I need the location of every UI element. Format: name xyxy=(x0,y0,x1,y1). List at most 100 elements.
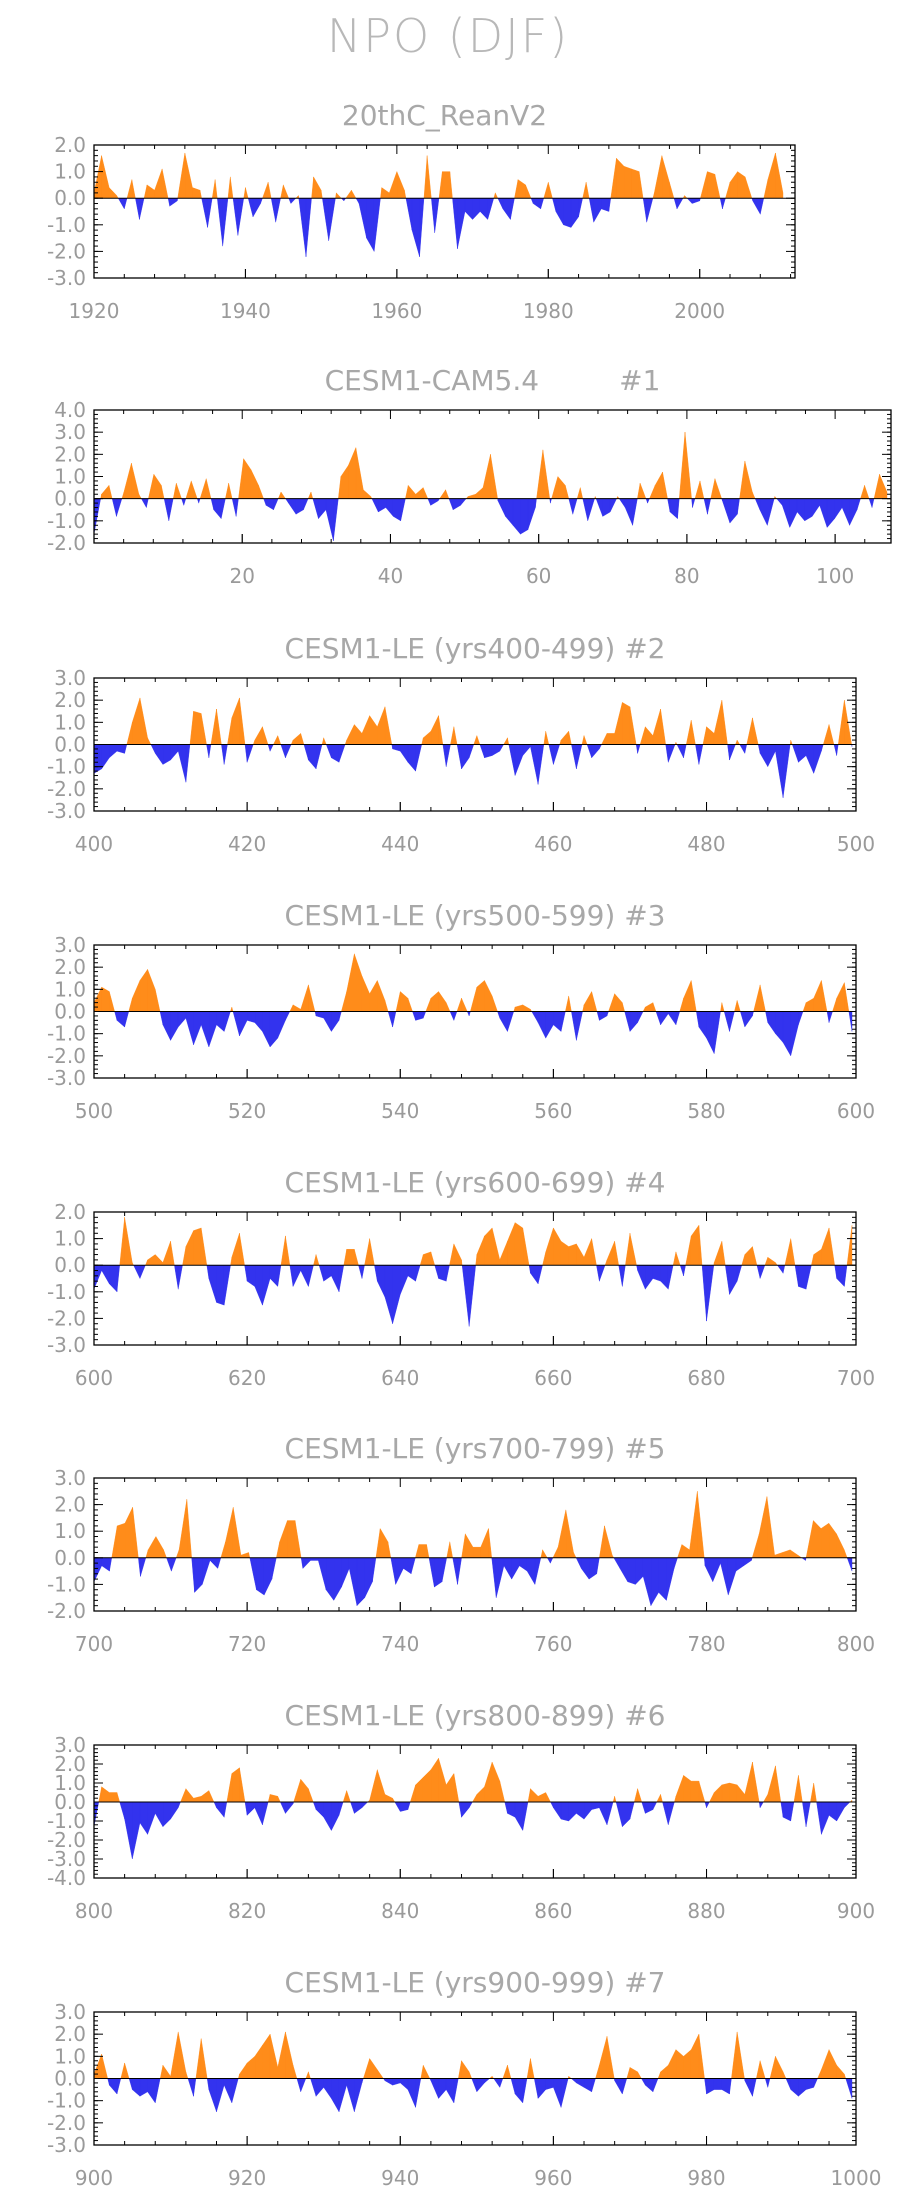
x-tick-label: 80 xyxy=(674,564,699,588)
y-tick-label: 1.0 xyxy=(54,1771,86,1795)
negative-area xyxy=(93,1265,848,1327)
x-tick-label: 640 xyxy=(381,1366,419,1390)
x-tick-label: 520 xyxy=(228,1099,266,1123)
y-tick-label: 0.0 xyxy=(54,2067,86,2091)
y-tick-label: -1.0 xyxy=(47,1572,86,1596)
x-tick-label: 480 xyxy=(687,832,725,856)
x-tick-label: 900 xyxy=(75,2166,113,2190)
y-tick-label: 2.0 xyxy=(54,1752,86,1776)
x-tick-label: 600 xyxy=(837,1099,875,1123)
y-tick-label: 2.0 xyxy=(54,1493,86,1517)
x-tick-label: 420 xyxy=(228,832,266,856)
negative-area xyxy=(117,198,765,257)
panel-title: CESM1-LE (yrs600-699) #4 xyxy=(285,1166,666,1199)
positive-area xyxy=(98,1757,853,1803)
y-tick-label: 3.0 xyxy=(54,420,86,444)
y-tick-label: -4.0 xyxy=(47,1866,86,1890)
x-tick-label: 880 xyxy=(687,1899,725,1923)
y-tick-label: 3.0 xyxy=(54,2000,86,2024)
y-tick-label: -1.0 xyxy=(47,1280,86,1304)
panel-3: CESM1-LE (yrs400-499) #2 3.02.01.00.0-1.0… xyxy=(47,632,875,856)
y-tick-label: 4.0 xyxy=(54,398,86,422)
x-tick-label: 700 xyxy=(837,1366,875,1390)
y-tick-label: -3.0 xyxy=(47,1333,86,1357)
y-tick-label: -2.0 xyxy=(47,531,86,555)
panel-title: CESM1-CAM5.4 #1 xyxy=(325,364,661,397)
x-tick-label: 680 xyxy=(687,1366,725,1390)
y-tick-label: -1.0 xyxy=(47,213,86,237)
x-tick-label: 580 xyxy=(687,1099,725,1123)
x-tick-label: 40 xyxy=(378,564,403,588)
plot-frame xyxy=(93,144,796,279)
x-tick-label: 600 xyxy=(75,1366,113,1390)
panel-title: CESM1-LE (yrs400-499) #2 xyxy=(285,632,666,665)
y-tick-label: -2.0 xyxy=(47,1306,86,1330)
y-tick-label: -2.0 xyxy=(47,1599,86,1623)
negative-area xyxy=(93,1801,851,1860)
plot-frame xyxy=(93,1477,857,1612)
panel-5: CESM1-LE (yrs600-699) #4 2.0 1.00.0 -1.0-2.… xyxy=(47,1166,875,1390)
x-tick-label: 100 xyxy=(816,564,854,588)
x-tick-label: 660 xyxy=(534,1366,572,1390)
x-tick-label: 2000 xyxy=(674,299,725,323)
positive-area xyxy=(126,697,852,745)
x-tick-label: 1940 xyxy=(220,299,271,323)
x-tick-label: 740 xyxy=(381,1632,419,1656)
x-tick-label: 1980 xyxy=(523,299,574,323)
y-tick-label: -3.0 xyxy=(47,1847,86,1871)
y-tick-label: -3.0 xyxy=(47,266,86,290)
x-tick-label: 1000 xyxy=(831,2166,882,2190)
y-tick-label: 1.0 xyxy=(54,977,86,1001)
x-tick-label: 780 xyxy=(687,1632,725,1656)
y-tick-label: 1.0 xyxy=(54,1227,86,1251)
x-tick-label: 900 xyxy=(837,1899,875,1923)
y-tick-label: 2.0 xyxy=(54,1200,86,1224)
positive-area xyxy=(93,152,784,199)
y-tick-label: 1.0 xyxy=(54,710,86,734)
negative-area xyxy=(93,498,875,541)
y-tick-label: -2.0 xyxy=(47,777,86,801)
negative-area xyxy=(93,1557,853,1607)
y-tick-label: 3.0 xyxy=(54,666,86,690)
panel-title: CESM1-LE (yrs700-799) #5 xyxy=(285,1432,666,1465)
y-tick-label: 1.0 xyxy=(54,160,86,184)
panel-7: CESM1-LE (yrs800-899) #6 3.02.01.00.0-1.0… xyxy=(47,1699,875,1923)
x-tick-label: 960 xyxy=(534,2166,572,2190)
y-tick-label: 3.0 xyxy=(54,1466,86,1490)
panel-2: CESM1-CAM5.4 #1 4.03.02.01.00.0-1.0-2.0 20… xyxy=(47,364,892,588)
panel-title: CESM1-LE (yrs800-899) #6 xyxy=(285,1699,666,1732)
y-tick-label: -2.0 xyxy=(47,1044,86,1068)
panel-title: CESM1-LE (yrs500-599) #3 xyxy=(285,899,666,932)
y-tick-label: 0.0 xyxy=(54,1253,86,1277)
y-tick-label: -3.0 xyxy=(47,2133,86,2157)
x-tick-label: 800 xyxy=(837,1632,875,1656)
x-tick-label: 760 xyxy=(534,1632,572,1656)
x-tick-label: 800 xyxy=(75,1899,113,1923)
y-tick-label: -1.0 xyxy=(47,2089,86,2113)
x-tick-label: 500 xyxy=(837,832,875,856)
y-tick-label: 1.0 xyxy=(54,1519,86,1543)
y-tick-label: 2.0 xyxy=(54,955,86,979)
y-tick-label: 3.0 xyxy=(54,1733,86,1757)
x-tick-label: 860 xyxy=(534,1899,572,1923)
y-tick-label: -1.0 xyxy=(47,509,86,533)
y-tick-label: 1.0 xyxy=(54,2044,86,2068)
plot-frame xyxy=(93,1744,857,1879)
x-tick-label: 620 xyxy=(228,1366,266,1390)
y-tick-label: -1.0 xyxy=(47,1022,86,1046)
y-tick-label: -1.0 xyxy=(47,1809,86,1833)
panel-8: CESM1-LE (yrs900-999) #7 3.02.01.00.0-1.0… xyxy=(47,1966,881,2190)
panel-title: 20thC_ReanV2 xyxy=(342,99,547,132)
plot-frame xyxy=(93,1211,857,1346)
x-tick-label: 820 xyxy=(228,1899,266,1923)
x-tick-label: 440 xyxy=(381,832,419,856)
x-tick-label: 1960 xyxy=(371,299,422,323)
y-tick-label: -3.0 xyxy=(47,1066,86,1090)
y-tick-label: 2.0 xyxy=(54,442,86,466)
x-tick-label: 1920 xyxy=(69,299,120,323)
negative-area xyxy=(93,744,853,798)
negative-area xyxy=(114,1011,853,1057)
x-tick-label: 540 xyxy=(381,1099,419,1123)
x-tick-label: 840 xyxy=(381,1899,419,1923)
